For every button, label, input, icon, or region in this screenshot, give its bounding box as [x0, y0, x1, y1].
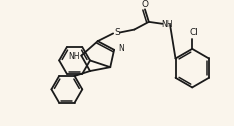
- Text: NH: NH: [161, 20, 173, 29]
- Text: O: O: [142, 0, 148, 9]
- Text: NH: NH: [68, 52, 79, 61]
- Text: N: N: [118, 44, 124, 53]
- Text: Cl: Cl: [190, 28, 199, 37]
- Text: S: S: [114, 28, 120, 37]
